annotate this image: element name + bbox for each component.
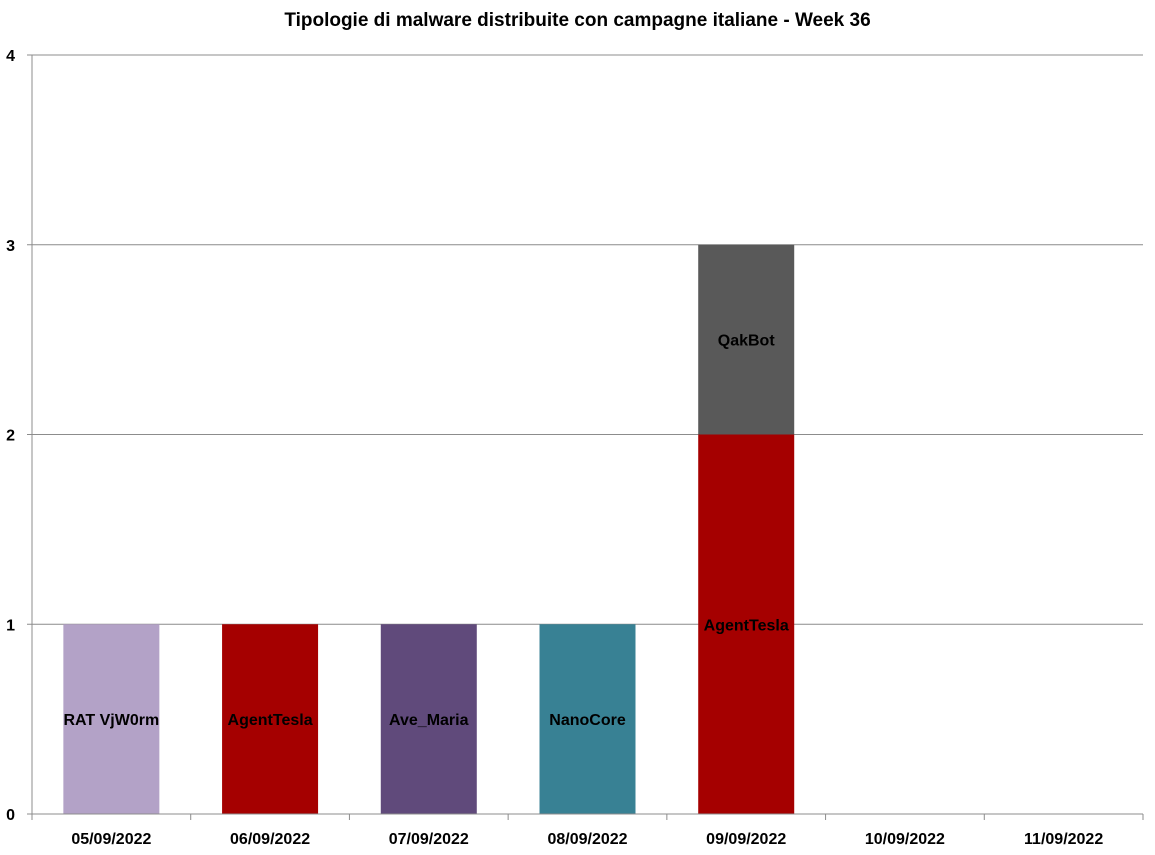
x-tick-label: 10/09/2022 [865,831,945,848]
gridlines [32,54,1143,625]
bar-segment-label: AgentTesla [704,617,789,634]
bar-segment-label: QakBot [718,333,776,350]
x-tick-label: 06/09/2022 [230,831,310,848]
bar-segment [222,624,319,814]
y-tick-label: 2 [6,428,15,445]
y-tick-label: 1 [6,617,15,634]
y-tick-label: 4 [6,48,15,65]
bar-segment-label: NanoCore [549,712,626,729]
chart-title: Tipologie di malware distribuite con cam… [284,10,871,31]
y-tick-label: 0 [6,807,15,824]
x-tick-label: 05/09/2022 [71,831,151,848]
bar-segment [698,434,795,814]
bar-segment-label: AgentTesla [228,712,313,729]
x-tick-label: 11/09/2022 [1024,831,1103,848]
bar-segment [698,244,795,435]
axes [31,55,1143,815]
bar-labels: RAT VjW0rm AgentTesla Ave_Maria NanoCore Age… [63,333,788,730]
bar-segment-label: RAT VjW0rm [63,712,159,729]
bar-segment-label: Ave_Maria [389,712,469,729]
x-tick-label: 09/09/2022 [706,831,786,848]
y-tick-label: 3 [6,238,15,255]
y-axis-ticks: 0 1 2 3 4 [6,48,32,824]
bar-segment [539,624,636,814]
x-tick-label: 07/09/2022 [389,831,469,848]
x-axis-ticks: 05/09/2022 06/09/2022 07/09/2022 08/09/2022… [31,814,1144,848]
x-tick-label: 08/09/2022 [547,831,627,848]
bar-segment [63,624,160,814]
bar-segment [380,624,477,814]
bars [63,244,795,814]
